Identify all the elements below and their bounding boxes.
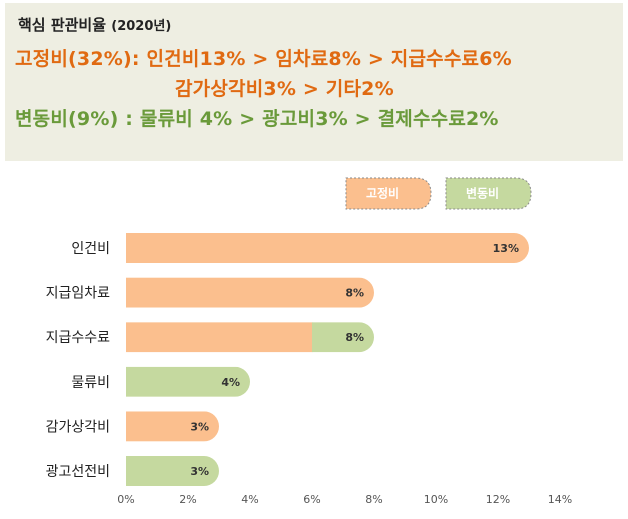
category-label-2: 지급수수료	[46, 330, 111, 346]
legend-swatch-1	[445, 177, 532, 210]
bar-0-segment-0	[126, 233, 529, 263]
legend-swatch-0	[345, 177, 432, 210]
bar-2-segment-1	[312, 322, 374, 353]
fixed-cost-line-1: 고정비(32%): 인건비13% > 임차료8% > 지급수수료6%	[15, 48, 512, 70]
category-label-4: 감가상각비	[46, 419, 110, 435]
fixed-cost-line-2: 감가상각비3% > 기타2%	[175, 78, 394, 100]
x-tick-label-4: 8%	[365, 493, 382, 506]
x-tick-label-6: 12%	[486, 493, 510, 506]
banner-title: 핵심 판관비율 (2020년)	[18, 14, 171, 35]
data-label-5: 3%	[190, 465, 209, 478]
x-tick-label-0: 0%	[117, 493, 134, 506]
bar-3-segment-0	[126, 366, 250, 397]
data-label-4: 3%	[190, 420, 209, 433]
legend-label-0: 고정비	[366, 186, 399, 201]
category-label-0: 인건비	[71, 241, 110, 257]
category-label-1: 지급임차료	[46, 286, 111, 302]
category-label-3: 물류비	[71, 375, 110, 391]
variable-cost-line: 변동비(9%) : 물류비 4% > 광고비3% > 결제수수료2%	[15, 108, 499, 130]
x-tick-label-3: 6%	[303, 493, 320, 506]
data-label-0: 13%	[493, 242, 519, 255]
legend-label-1: 변동비	[466, 186, 499, 201]
bar-1-segment-0	[126, 277, 374, 308]
bar-4-segment-0	[126, 411, 219, 442]
x-tick-label-1: 2%	[179, 493, 196, 506]
data-label-2: 8%	[345, 331, 364, 344]
bar-5-segment-0	[126, 456, 219, 486]
x-tick-label-7: 14%	[548, 493, 572, 506]
summary-banner: 핵심 판관비율 (2020년) 고정비(32%): 인건비13% > 임차료8%…	[5, 3, 623, 161]
x-tick-label-2: 4%	[241, 493, 258, 506]
x-tick-label-5: 10%	[424, 493, 448, 506]
data-label-3: 4%	[221, 376, 240, 389]
data-label-1: 8%	[345, 287, 364, 300]
banner-title-text: 핵심 판관비율	[18, 16, 107, 34]
bar-2-segment-0	[126, 322, 313, 353]
banner-year: (2020년)	[111, 19, 172, 34]
category-label-5: 광고선전비	[46, 464, 110, 480]
